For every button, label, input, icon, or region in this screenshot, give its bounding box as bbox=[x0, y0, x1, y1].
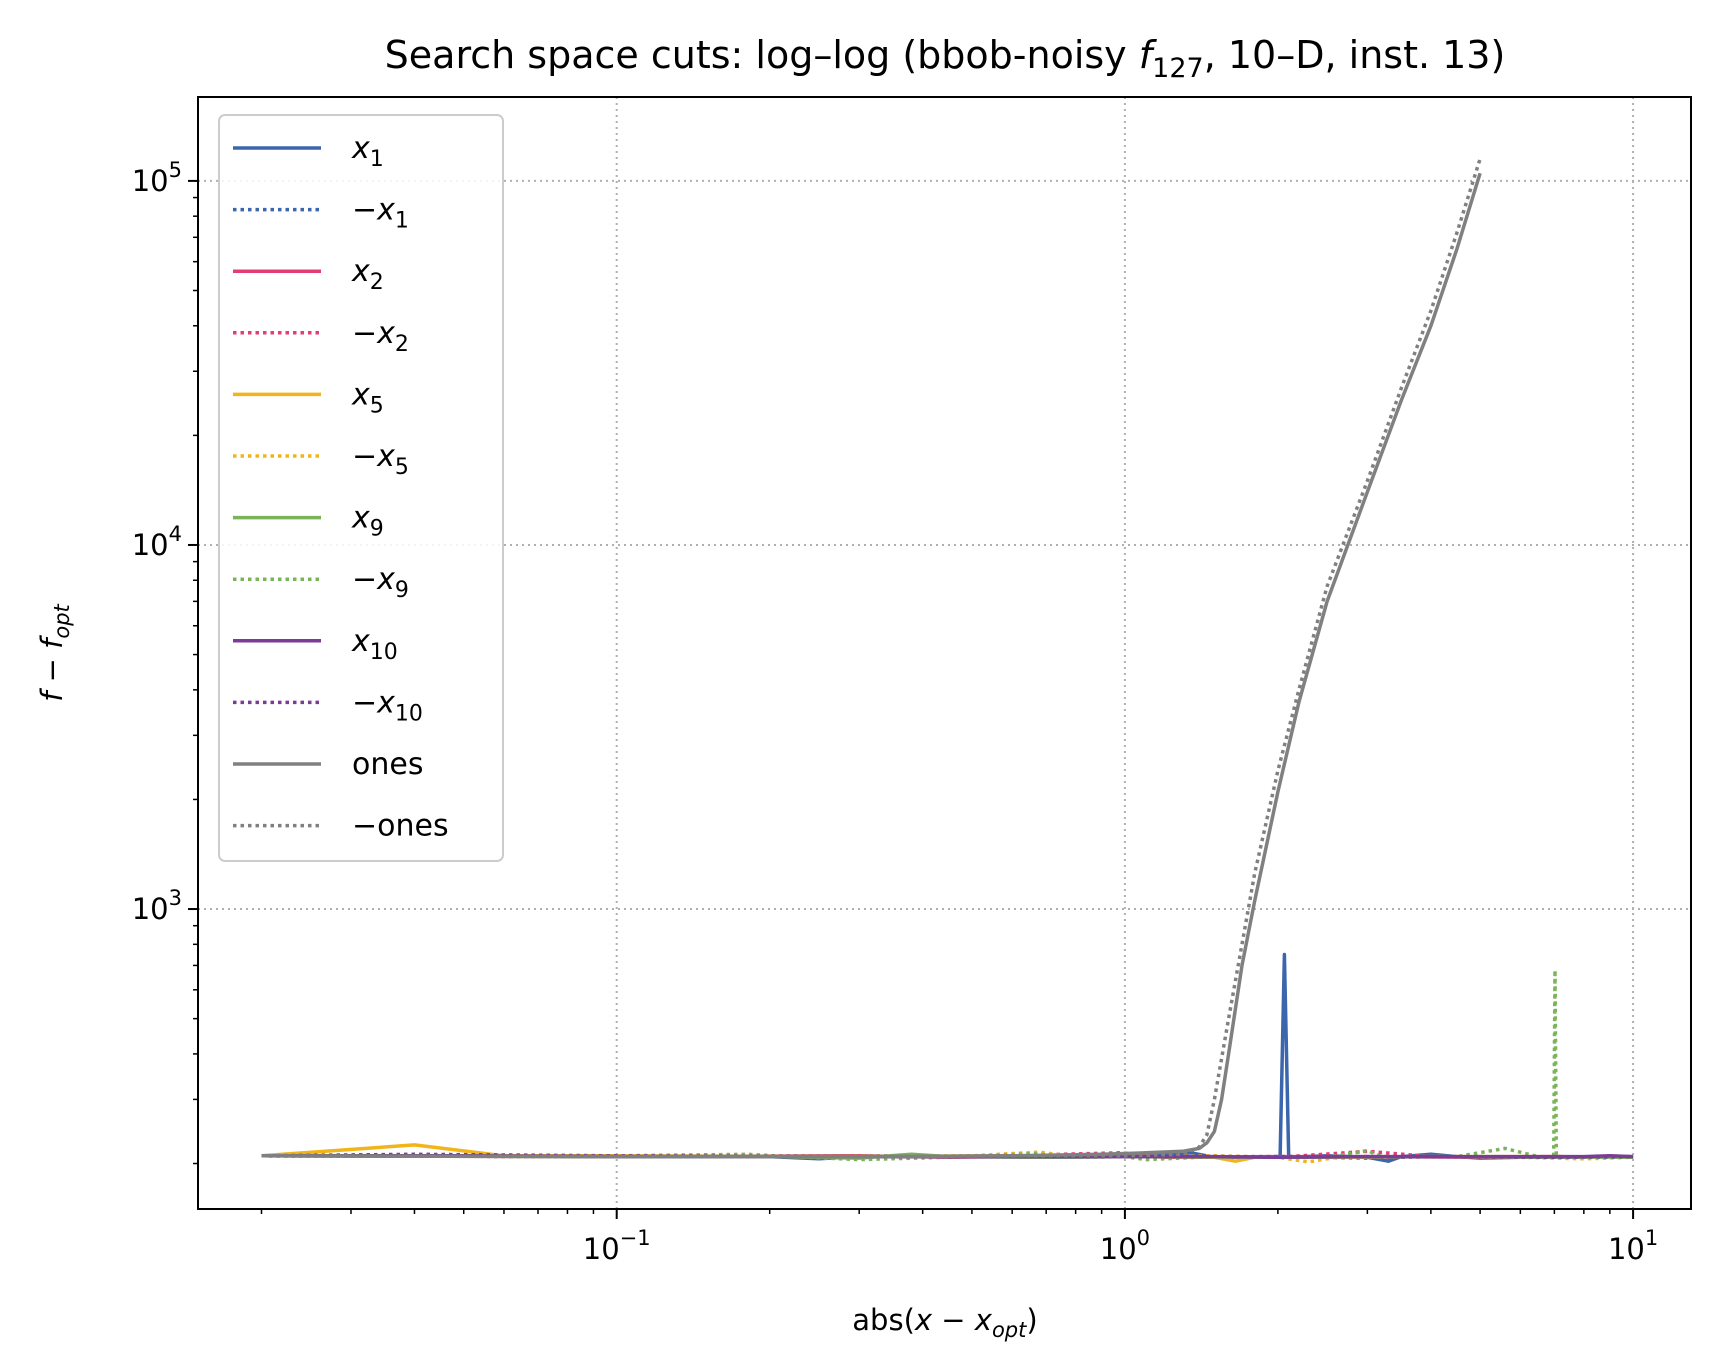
legend-box bbox=[218, 114, 504, 862]
legend-label-var: x bbox=[351, 624, 370, 659]
legend-label-var: ones bbox=[377, 809, 448, 844]
legend-label-x2: x2 bbox=[351, 254, 384, 295]
major-ticks bbox=[188, 179, 1635, 1219]
legend-label-var: x bbox=[376, 316, 395, 351]
legend-label-var: x bbox=[351, 377, 370, 412]
y-tick-label-base: 10 bbox=[132, 528, 169, 562]
x-tick-label: 10−1 bbox=[583, 1226, 651, 1266]
legend-label-neg-x5: −x5 bbox=[352, 439, 409, 480]
x-axis-label-sub: opt bbox=[992, 1318, 1027, 1342]
y-axis-label-sub: opt bbox=[50, 603, 74, 638]
legend-label-neg-x1: −x1 bbox=[352, 193, 409, 234]
legend-label-var: x bbox=[351, 131, 370, 166]
legend-label-neg-ones: −ones bbox=[352, 809, 449, 844]
legend-label-sub: 2 bbox=[370, 270, 384, 295]
legend-label-neg-x10: −x10 bbox=[352, 685, 423, 726]
x-tick-label-base: 10 bbox=[1100, 1232, 1137, 1266]
legend-label-x1: x1 bbox=[351, 131, 384, 172]
x-tick-label-exp: −1 bbox=[620, 1226, 651, 1250]
x-axis-label-var: x − x bbox=[914, 1303, 993, 1337]
legend-label-var: x bbox=[376, 193, 395, 228]
chart-title-func-sub: 127 bbox=[1152, 53, 1204, 84]
legend-label-sub: 5 bbox=[395, 455, 409, 480]
legend-label-sign: − bbox=[352, 439, 377, 474]
legend-label-sign: − bbox=[352, 809, 377, 844]
legend-label-sign: − bbox=[352, 193, 377, 228]
series-layer bbox=[261, 158, 1634, 1164]
legend-label-sub: 5 bbox=[370, 393, 384, 418]
legend-label-x10: x10 bbox=[351, 624, 398, 665]
legend-label-var: x bbox=[351, 501, 370, 536]
y-tick-label-exp: 3 bbox=[169, 886, 182, 910]
legend-label-sign: − bbox=[352, 316, 377, 351]
x-tick-label-exp: 1 bbox=[1645, 1226, 1658, 1250]
legend-label-ones: ones bbox=[352, 747, 423, 782]
legend-label-sub: 1 bbox=[395, 209, 409, 234]
series-line-neg-x10 bbox=[261, 1152, 1634, 1160]
legend-label-var: ones bbox=[352, 747, 423, 782]
x-axis-label-post: ) bbox=[1026, 1303, 1037, 1337]
y-tick-label-exp: 5 bbox=[169, 158, 182, 182]
chart-title-prefix: Search space cuts: log–log (bbob-noisy bbox=[385, 33, 1139, 77]
x-tick-label-exp: 0 bbox=[1137, 1226, 1150, 1250]
x-tick-label-base: 10 bbox=[1608, 1232, 1645, 1266]
x-tick-label-base: 10 bbox=[583, 1232, 620, 1266]
chart-title: Search space cuts: log–log (bbob-noisy f… bbox=[385, 33, 1506, 84]
legend-label-sub: 10 bbox=[370, 640, 398, 665]
chart-title-suffix: , 10–D, inst. 13) bbox=[1204, 33, 1506, 77]
legend-label-neg-x9: −x9 bbox=[352, 562, 409, 603]
x-tick-label: 101 bbox=[1608, 1226, 1658, 1266]
y-tick-label: 105 bbox=[132, 158, 182, 198]
legend-label-var: x bbox=[351, 254, 370, 289]
y-tick-label: 103 bbox=[132, 886, 182, 926]
y-axis-label: f − fopt bbox=[35, 603, 74, 701]
legend-label-sign: − bbox=[352, 685, 377, 720]
legend-label-sign: − bbox=[352, 562, 377, 597]
legend-label-neg-x2: −x2 bbox=[352, 316, 409, 357]
x-axis-label: abs(x − xopt) bbox=[852, 1303, 1037, 1342]
legend-label-sub: 9 bbox=[395, 578, 409, 603]
series-line-neg-ones bbox=[261, 158, 1482, 1159]
legend-label-var: x bbox=[376, 562, 395, 597]
legend-label-x9: x9 bbox=[351, 501, 384, 542]
legend-label-sub: 1 bbox=[370, 147, 384, 172]
plot-area-frame bbox=[197, 96, 1692, 1210]
y-tick-label-base: 10 bbox=[132, 892, 169, 926]
y-tick-label: 104 bbox=[132, 522, 182, 562]
y-axis-label-var: f − f bbox=[35, 635, 69, 702]
x-axis-label-pre: abs( bbox=[852, 1303, 915, 1337]
legend-label-x5: x5 bbox=[351, 377, 384, 418]
x-tick-labels: 10−1 100 101 bbox=[583, 1226, 1658, 1266]
y-tick-label-exp: 4 bbox=[169, 522, 182, 546]
legend-label-var: x bbox=[376, 685, 395, 720]
legend-label-sub: 2 bbox=[395, 332, 409, 357]
legend-label-sub: 9 bbox=[370, 517, 384, 542]
legend-label-sub: 10 bbox=[395, 701, 423, 726]
legend-label-var: x bbox=[376, 439, 395, 474]
y-tick-label-base: 10 bbox=[132, 164, 169, 198]
x-tick-label: 100 bbox=[1100, 1226, 1150, 1266]
